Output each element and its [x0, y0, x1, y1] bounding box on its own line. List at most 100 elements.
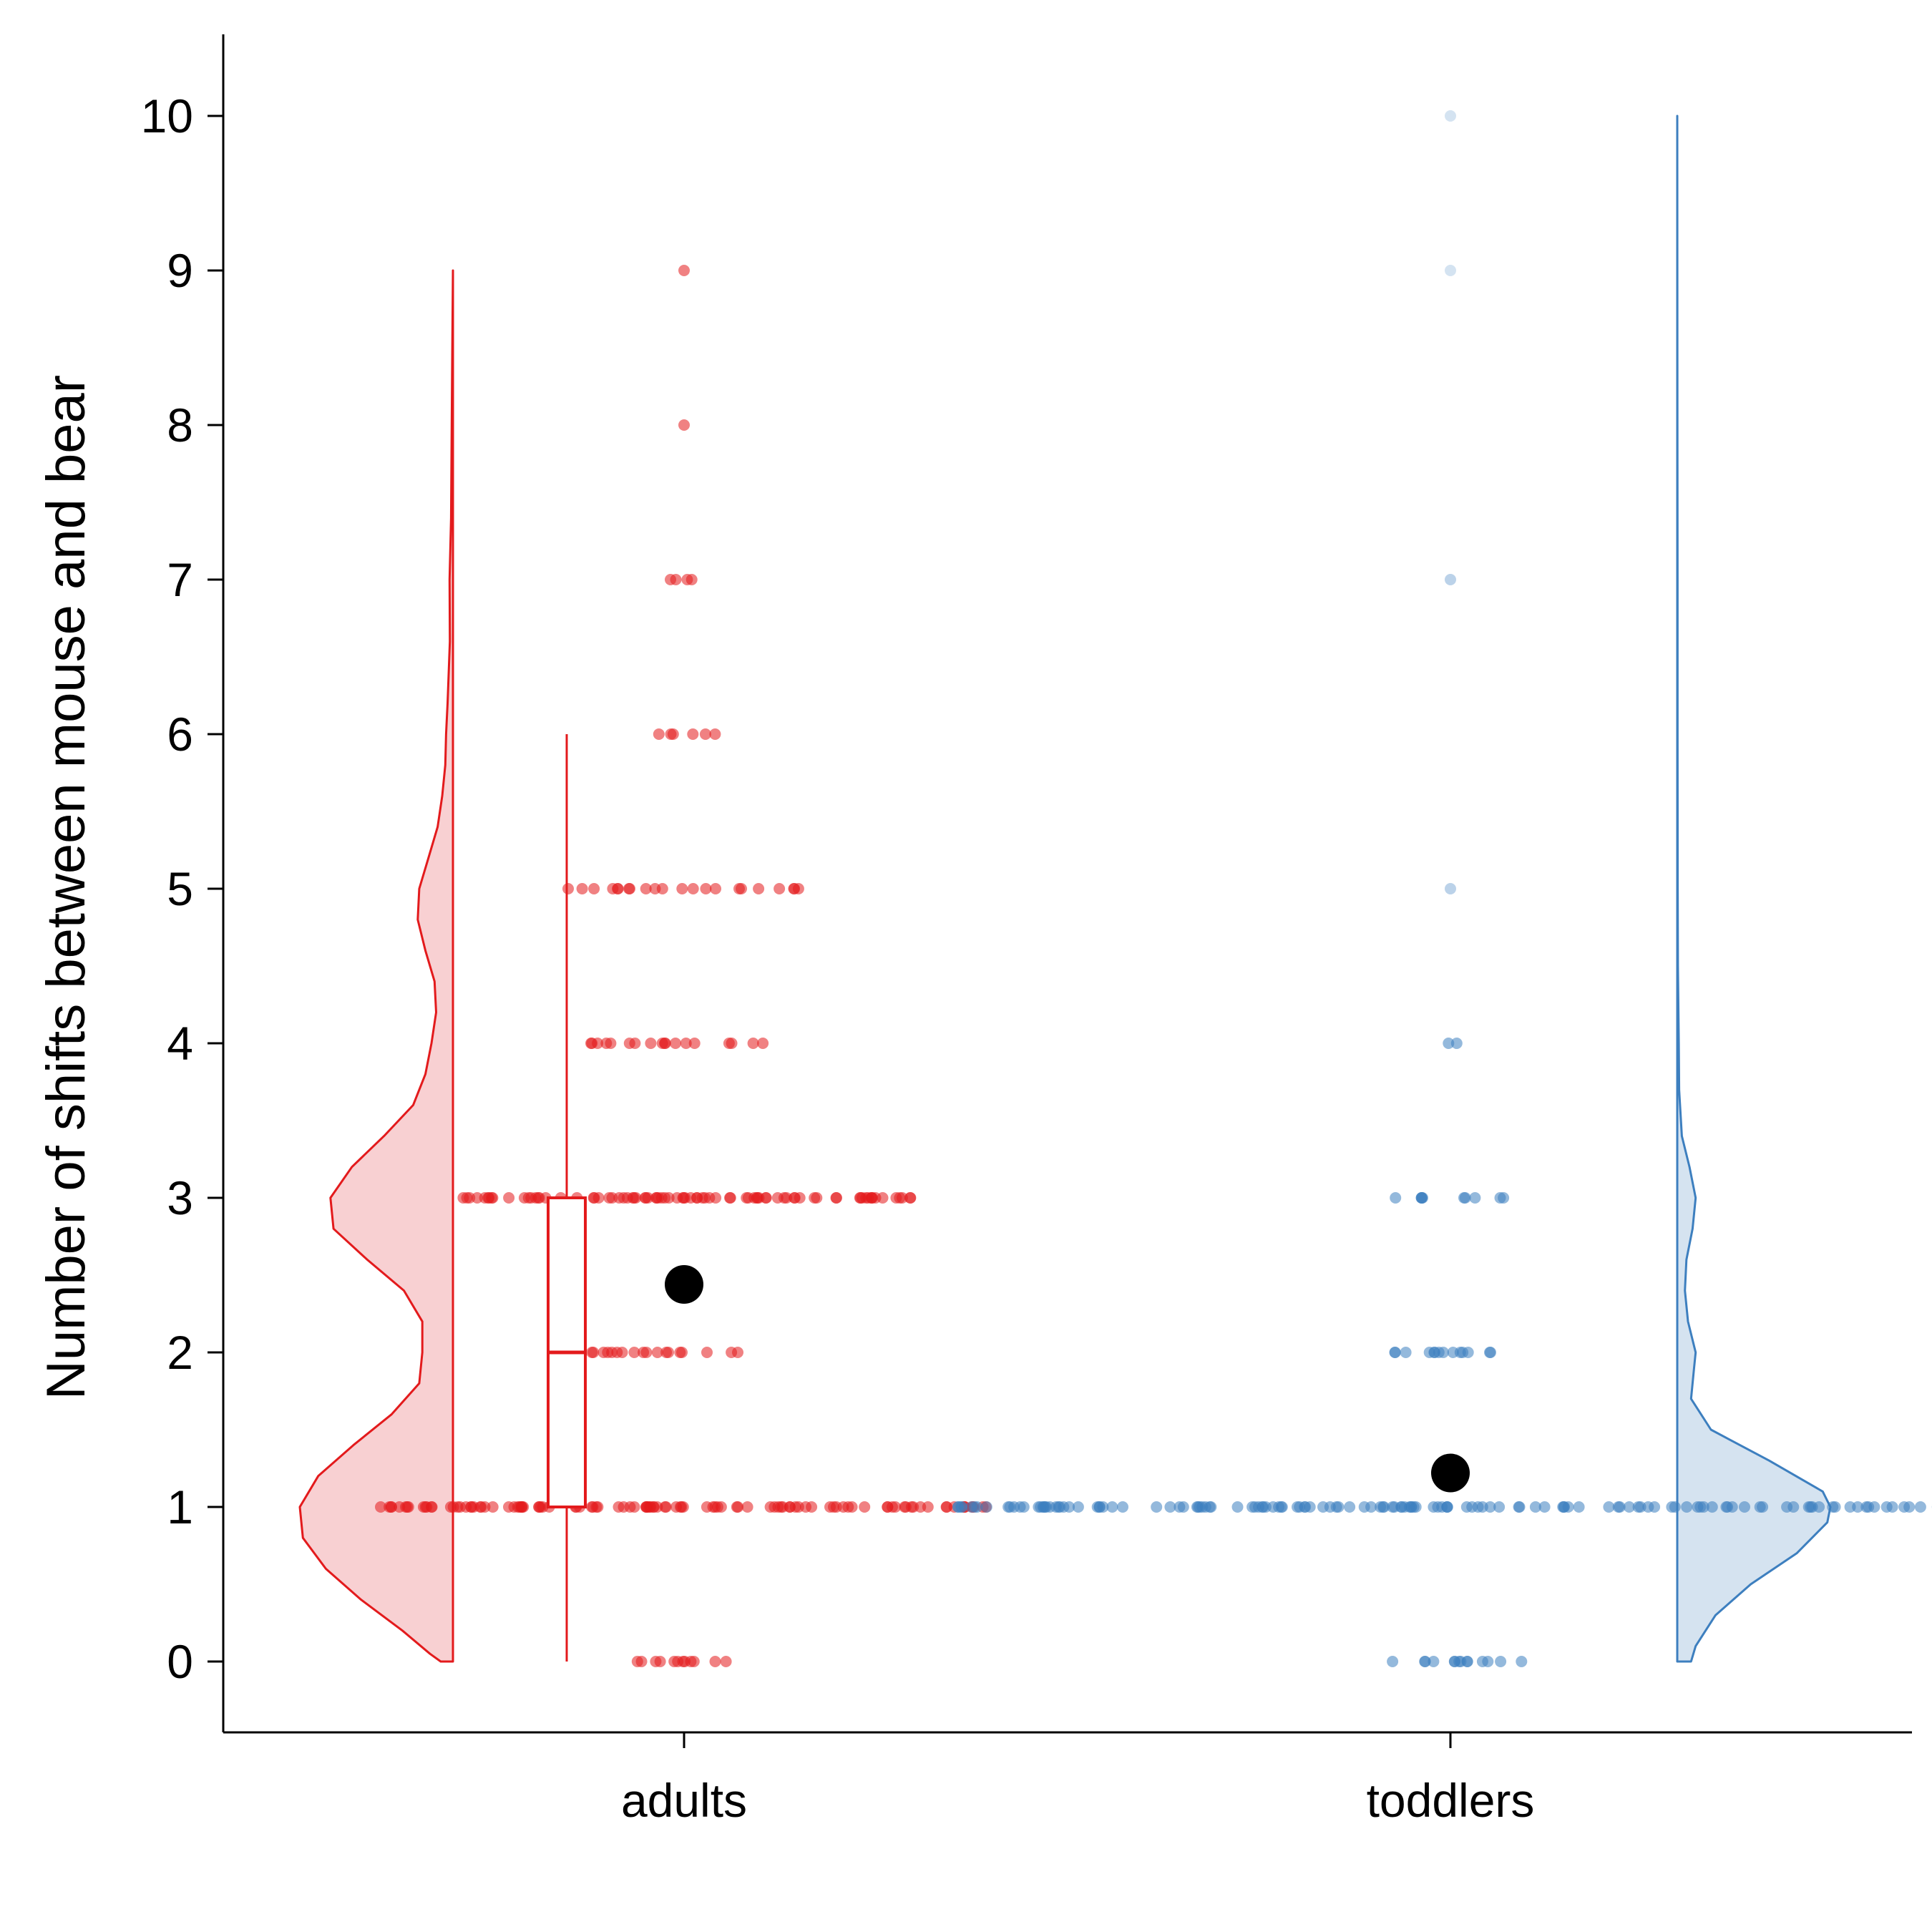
- data-point: [1448, 1656, 1460, 1667]
- data-point: [668, 1656, 680, 1667]
- data-point: [1177, 1501, 1189, 1513]
- data-point: [1459, 1192, 1471, 1204]
- data-point: [663, 1347, 674, 1358]
- data-point: [720, 1656, 732, 1667]
- group-toddlers: [952, 110, 1932, 1667]
- data-point: [421, 1501, 433, 1513]
- data-point: [701, 1501, 713, 1513]
- data-point: [764, 1501, 776, 1513]
- data-point: [651, 1347, 663, 1358]
- data-point: [665, 574, 676, 585]
- data-point: [890, 1192, 902, 1204]
- y-tick-label: 9: [167, 244, 193, 297]
- data-point: [685, 1192, 697, 1204]
- data-point: [1054, 1501, 1066, 1513]
- data-point: [760, 1192, 772, 1204]
- data-point: [503, 1192, 515, 1204]
- data-point: [588, 883, 600, 894]
- data-point: [679, 1656, 691, 1667]
- data-point: [1538, 1501, 1551, 1513]
- y-tick-label: 2: [167, 1326, 193, 1379]
- data-point: [842, 1501, 854, 1513]
- data-point: [1829, 1501, 1841, 1513]
- data-point: [710, 1192, 722, 1204]
- data-point: [687, 883, 699, 894]
- data-point: [588, 1192, 600, 1204]
- y-tick-label: 3: [167, 1171, 193, 1224]
- data-point: [623, 883, 635, 894]
- data-point: [1387, 1656, 1399, 1667]
- data-point: [605, 1038, 617, 1049]
- data-point: [1389, 1347, 1401, 1358]
- data-point: [1018, 1501, 1030, 1513]
- mean-point-toddlers: [1431, 1453, 1470, 1493]
- data-point: [1706, 1501, 1718, 1513]
- y-tick-label: 5: [167, 862, 193, 915]
- y-axis-title: Number of shifts between mouse and bear: [36, 375, 97, 1400]
- data-point: [1443, 1038, 1455, 1049]
- data-point: [1513, 1501, 1526, 1513]
- data-point: [645, 1038, 657, 1049]
- data-point: [700, 883, 712, 894]
- data-point: [1438, 1347, 1449, 1358]
- data-point: [474, 1501, 487, 1513]
- data-point: [741, 1192, 753, 1204]
- data-point: [1623, 1501, 1635, 1513]
- data-point: [1419, 1656, 1431, 1667]
- data-point: [678, 419, 690, 431]
- data-point: [1469, 1192, 1481, 1204]
- y-tick-label: 1: [167, 1480, 193, 1533]
- data-point: [922, 1501, 934, 1513]
- data-point: [1614, 1501, 1626, 1513]
- violin-toddlers: [1676, 114, 1832, 1663]
- data-point: [1415, 1192, 1428, 1204]
- data-point: [1231, 1501, 1244, 1513]
- y-ticks: 0 1 2 3 4 5 6 7 8 9 10: [141, 89, 223, 1688]
- data-point: [1903, 1501, 1916, 1513]
- data-point: [464, 1192, 476, 1204]
- y-tick-label: 7: [167, 553, 193, 606]
- data-point: [774, 883, 786, 894]
- data-point: [656, 1038, 668, 1049]
- data-point: [753, 883, 765, 894]
- data-point: [709, 728, 721, 740]
- data-point: [980, 1501, 992, 1513]
- data-point: [1460, 1501, 1473, 1513]
- data-point: [1390, 1192, 1402, 1204]
- data-point: [1008, 1501, 1020, 1513]
- data-point: [792, 883, 804, 894]
- data-point: [1558, 1501, 1570, 1513]
- data-point: [1097, 1501, 1109, 1513]
- data-point: [1388, 1501, 1400, 1513]
- data-point: [586, 1038, 598, 1049]
- data-point: [375, 1501, 386, 1513]
- data-point: [747, 1038, 759, 1049]
- data-point: [1428, 1656, 1440, 1667]
- data-point: [905, 1501, 917, 1513]
- data-point: [1461, 1656, 1473, 1667]
- x-tick-label-toddlers: toddlers: [1367, 1774, 1535, 1827]
- data-point: [1304, 1501, 1316, 1513]
- data-point: [1317, 1501, 1329, 1513]
- data-point: [623, 1038, 635, 1049]
- data-point: [587, 1347, 600, 1358]
- data-point: [576, 883, 588, 894]
- data-point: [771, 1192, 784, 1204]
- plot-layers: [298, 110, 1932, 1667]
- data-point: [1739, 1501, 1750, 1513]
- data-point: [1445, 110, 1456, 122]
- data-point: [624, 1501, 636, 1513]
- data-point: [1642, 1501, 1654, 1513]
- data-point: [653, 728, 665, 740]
- data-point: [733, 883, 745, 894]
- data-point: [723, 1038, 735, 1049]
- data-point: [1432, 1501, 1444, 1513]
- data-point: [710, 883, 721, 894]
- data-point: [613, 1501, 625, 1513]
- data-point: [889, 1501, 902, 1513]
- data-point: [1757, 1501, 1769, 1513]
- data-point: [1516, 1656, 1528, 1667]
- data-point: [1445, 883, 1456, 894]
- points-adults: [375, 265, 992, 1667]
